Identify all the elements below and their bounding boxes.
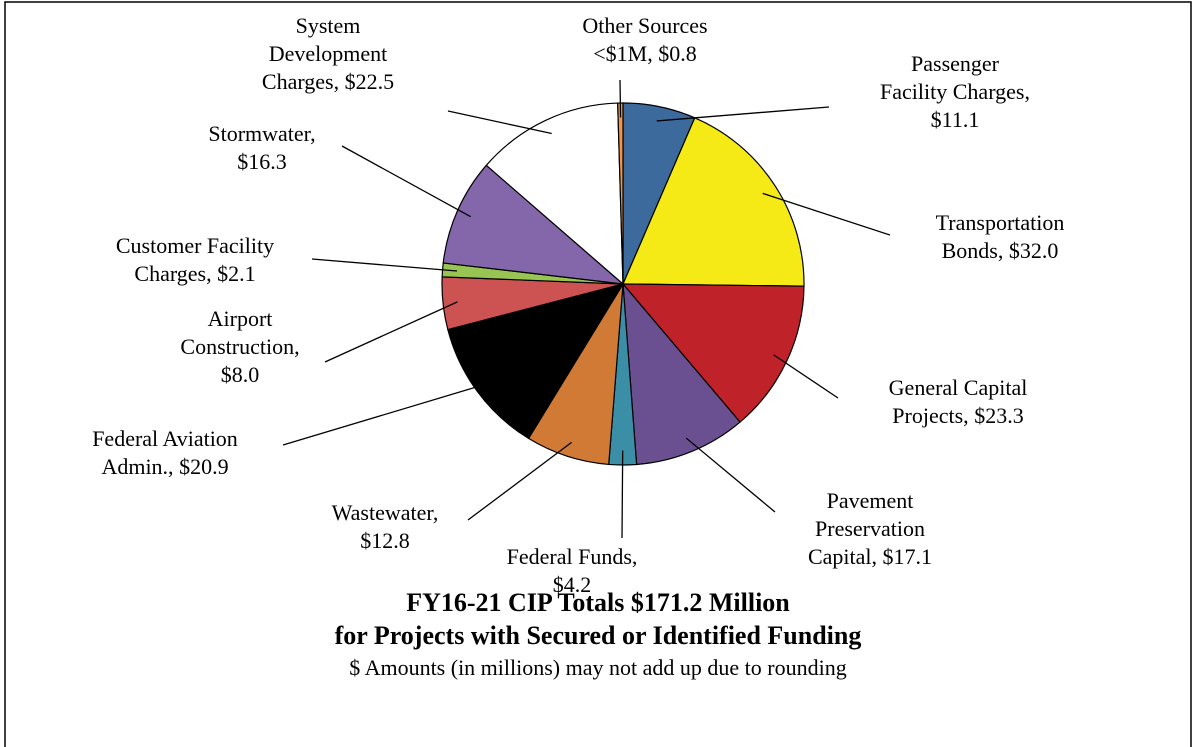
slice-value-label: $4.2 (552, 572, 592, 597)
pie-slice (442, 164, 625, 285)
slice-category: Federal Aviation Admin., (92, 426, 238, 479)
slice-label: Customer Facility Charges, $2.1 (116, 232, 274, 288)
leader-line (619, 79, 622, 118)
leader-line (447, 110, 552, 135)
slice-category: Pavement Preservation Capital, (807, 488, 925, 569)
slice-category: Transportation Bonds, (935, 210, 1065, 263)
slice-value-label: $16.3 (237, 149, 287, 174)
leader-line (773, 354, 839, 399)
slice-label: Pavement Preservation Capital, $17.1 (808, 487, 932, 571)
slice-category: System Development Charges, (261, 13, 388, 94)
leader-line (311, 258, 458, 272)
slice-label: Stormwater, $16.3 (208, 120, 315, 176)
leader-line (324, 301, 458, 363)
pie-slice (621, 283, 805, 423)
slice-category: Federal Funds, (506, 544, 638, 569)
slice-category: Other Sources <$1M, (582, 13, 708, 66)
slice-value-label: $0.8 (658, 41, 697, 66)
slice-value-label: $11.1 (930, 107, 980, 132)
leader-line (656, 106, 830, 122)
slice-label: Federal Aviation Admin., $20.9 (92, 425, 238, 481)
slice-label: Transportation Bonds, $32.0 (936, 209, 1065, 265)
leader-line (685, 437, 776, 513)
slice-value-label: $2.1 (217, 261, 256, 286)
slice-label: Wastewater, $12.8 (332, 499, 439, 555)
slice-value-label: $32.0 (1008, 238, 1059, 263)
frame (4, 1, 1192, 747)
slice-label: System Development Charges, $22.5 (262, 12, 394, 96)
slice-category: General Capital Projects, (888, 375, 1028, 428)
slice-value-label: $23.3 (974, 403, 1024, 428)
slice-value-label: $8.0 (220, 362, 260, 387)
pie-slice (447, 283, 625, 440)
slice-label: Passenger Facility Charges, $11.1 (880, 50, 1030, 134)
leader-line (762, 192, 891, 236)
slice-label: General Capital Projects, $23.3 (889, 374, 1028, 430)
slice-category: Airport Construction, (180, 306, 300, 359)
leader-line (341, 145, 471, 218)
chart-subtitle: for Projects with Secured or Identified … (334, 621, 862, 650)
slice-value-label: $22.5 (344, 69, 395, 94)
slice-value-label: $12.8 (360, 528, 410, 553)
pie-slice (622, 117, 805, 287)
leader-line (621, 450, 624, 539)
chart-title: FY16-21 CIP Totals $171.2 Million (406, 588, 790, 617)
slice-category: Passenger Facility Charges, (880, 51, 1030, 104)
chart-note: $ Amounts (in millions) may not add up d… (349, 655, 847, 680)
slice-value-label: $17.1 (882, 544, 933, 569)
slice-label: Other Sources <$1M, $0.8 (582, 12, 707, 68)
slice-value-label: $20.9 (179, 454, 229, 479)
slice-category: Stormwater, (208, 121, 316, 146)
slice-label: Federal Funds, $4.2 (507, 543, 638, 599)
pie-slice (622, 282, 741, 466)
leader-line (467, 441, 572, 521)
leader-line (282, 382, 490, 446)
slice-category: Wastewater, (331, 500, 439, 525)
slice-label: Airport Construction, $8.0 (180, 305, 299, 389)
slice-category: Customer Facility Charges, (115, 233, 275, 286)
pie-slice (485, 102, 624, 286)
